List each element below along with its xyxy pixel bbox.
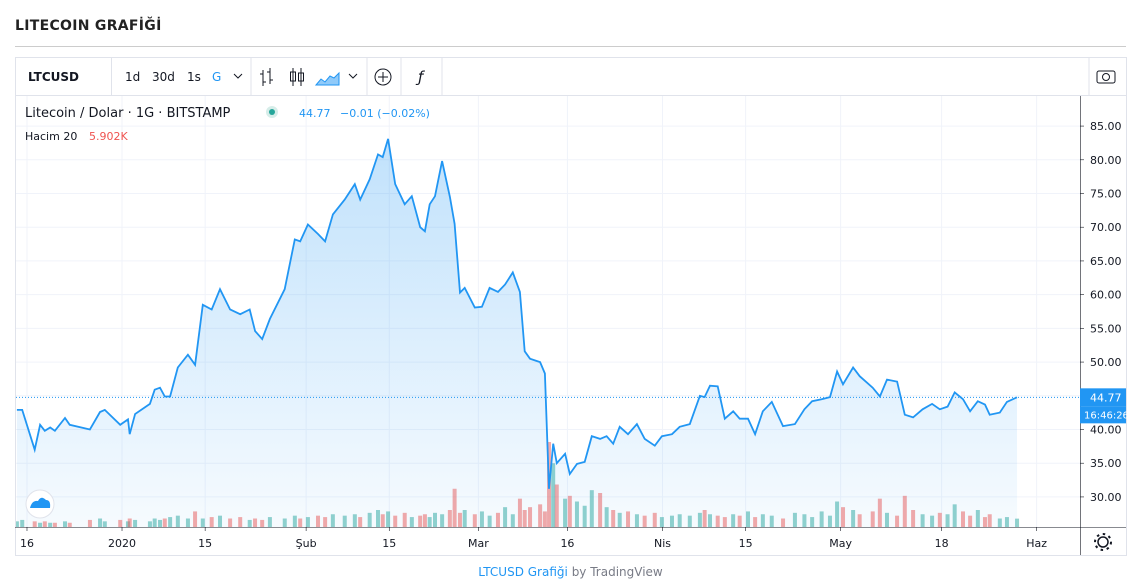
x-tick-label: 15: [382, 537, 396, 550]
x-tick-label: 16: [20, 537, 34, 550]
snapshot-icon: [1102, 73, 1110, 81]
area-fill: [16, 138, 1018, 527]
y-tick-label: 55.00: [1090, 322, 1122, 335]
y-tick-label: 35.00: [1090, 457, 1122, 470]
interval[interactable]: 1d: [125, 70, 141, 84]
y-tick-label: 70.00: [1090, 221, 1122, 234]
settings-icon[interactable]: [1094, 533, 1112, 551]
interval[interactable]: 1s: [187, 70, 201, 84]
interval[interactable]: G: [212, 70, 222, 84]
countdown-label: 16:46:26: [1084, 410, 1129, 421]
x-tick-label: 2020: [108, 537, 136, 550]
toolbar-icons: ƒ: [233, 58, 1116, 96]
page-title: LITECOIN GRAFİĞİ: [15, 18, 162, 34]
price-line: [16, 138, 1018, 489]
symbol[interactable]: LTCUSD: [28, 70, 79, 84]
x-tick-label: 15: [739, 537, 753, 550]
y-tick-label: 60.00: [1090, 289, 1122, 302]
y-tick-label: 50.00: [1090, 356, 1122, 369]
dropdown[interactable]: [233, 73, 243, 79]
legend-symbol: Litecoin / Dolar · 1G · BITSTAMP: [25, 106, 231, 121]
x-tick-label: Nis: [654, 537, 671, 550]
legend-price: 44.77: [299, 107, 331, 120]
y-tick-label: 85.00: [1090, 120, 1122, 133]
status-dot: [269, 109, 275, 115]
x-tick-label: May: [829, 537, 852, 550]
indicator-icon[interactable]: [374, 68, 392, 86]
candles-icon: [298, 72, 304, 82]
interval[interactable]: 30d: [152, 70, 175, 84]
chart-widget: LTCUSD 1d 30d 1s G ƒ: [15, 57, 1127, 556]
chart: 30.0035.0040.0045.0050.0055.0060.0065.00…: [15, 95, 1129, 555]
dropdown[interactable]: [348, 73, 358, 79]
settings-icon: [1097, 536, 1109, 548]
y-tick-label: 65.00: [1090, 255, 1122, 268]
volume-legend: Hacim 20: [25, 130, 77, 143]
legend-change: −0.01 (−0.02%): [340, 107, 430, 120]
snapshot-icon[interactable]: [1096, 70, 1116, 84]
footer: LTCUSD Grafiği by TradingView: [0, 565, 1141, 579]
volume-legend-value: 5.902K: [89, 130, 128, 143]
footer-link[interactable]: LTCUSD Grafiği: [478, 565, 568, 579]
area-icon[interactable]: [314, 71, 340, 86]
y-tick-label: 75.00: [1090, 188, 1122, 201]
fx-icon[interactable]: ƒ: [415, 68, 425, 86]
separator: [111, 58, 112, 96]
y-tick-label: 80.00: [1090, 154, 1122, 167]
x-tick-label: 15: [198, 537, 212, 550]
divider: [15, 46, 1126, 47]
countdown-tag: [1080, 406, 1126, 424]
footer-by: by TradingView: [571, 565, 663, 579]
logo: [30, 497, 51, 508]
settings-icon: [1094, 533, 1112, 551]
last-price-tag: [1080, 388, 1126, 407]
x-tick-label: Mar: [468, 537, 489, 550]
x-tick-label: Şub: [296, 537, 317, 550]
bars-icon[interactable]: [260, 68, 273, 86]
x-tick-label: 18: [935, 537, 949, 550]
indicator-icon: [378, 72, 388, 82]
x-tick-label: Haz: [1026, 537, 1047, 550]
volume-bar: [1015, 518, 1020, 527]
last-price-label: 44.77: [1090, 391, 1122, 404]
x-tick-label: 16: [560, 537, 574, 550]
candles-icon[interactable]: [292, 68, 302, 86]
y-tick-label: 40.00: [1090, 423, 1122, 436]
candles-icon: [290, 71, 296, 82]
y-tick-label: 30.00: [1090, 491, 1122, 504]
